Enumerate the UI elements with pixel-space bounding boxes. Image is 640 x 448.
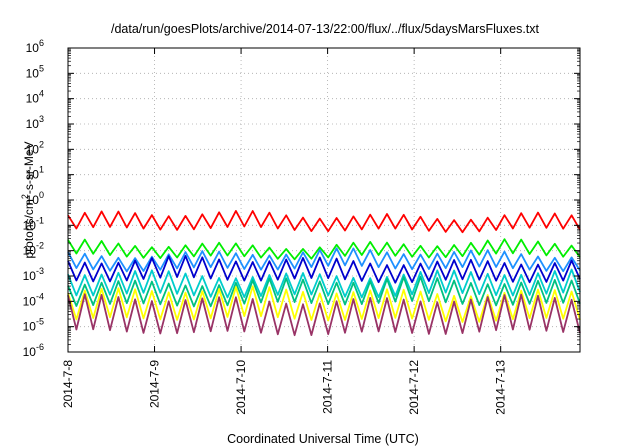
- y-tick-label: 106: [26, 38, 44, 55]
- x-tick-label: 2014-7-8: [61, 360, 75, 408]
- x-tick-label: 2014-7-9: [148, 360, 162, 408]
- y-axis-label: protons/cm2-s-sr-MeV: [20, 141, 36, 258]
- x-tick-label: 2014-7-11: [321, 360, 335, 414]
- series-line: [67, 238, 581, 261]
- y-tick-label: 10-5: [23, 317, 44, 334]
- y-tick-label: 10-2: [23, 241, 44, 258]
- y-tick-label: 101: [26, 165, 44, 182]
- series-group: [67, 210, 581, 337]
- series-line: [67, 293, 581, 337]
- series-line: [67, 247, 581, 273]
- x-tick-label: 2014-7-13: [494, 360, 508, 415]
- y-tick-label: 103: [26, 114, 44, 131]
- y-tick-label: 10-3: [23, 266, 44, 283]
- x-ticks: 2014-7-8 2014-7-9 2014-7-10 2014-7-11 2014-7…: [61, 48, 508, 415]
- series-line: [67, 275, 581, 308]
- chart-title: /data/run/goesPlots/archive/2014-07-13/2…: [111, 22, 540, 36]
- x-tick-label: 2014-7-12: [407, 360, 421, 415]
- y-tick-label: 10-1: [23, 215, 44, 232]
- y-tick-label: 100: [26, 190, 44, 207]
- series-line: [67, 285, 581, 323]
- x-tick-label: 2014-7-10: [234, 360, 248, 415]
- y-ticks: 106 105 104 103 102 101 100 10-1 10-2 10-3 10-4 10-…: [23, 38, 580, 359]
- x-axis-label: Coordinated Universal Time (UTC): [227, 432, 419, 446]
- y-tick-label: 105: [26, 63, 44, 80]
- series-line: [67, 268, 581, 299]
- series-line: [67, 255, 581, 284]
- y-tick-label: 102: [26, 139, 44, 156]
- y-tick-label: 10-4: [23, 291, 44, 308]
- y-tick-label: 10-6: [23, 342, 44, 359]
- y-tick-label: 104: [26, 89, 44, 106]
- series-line: [67, 210, 581, 234]
